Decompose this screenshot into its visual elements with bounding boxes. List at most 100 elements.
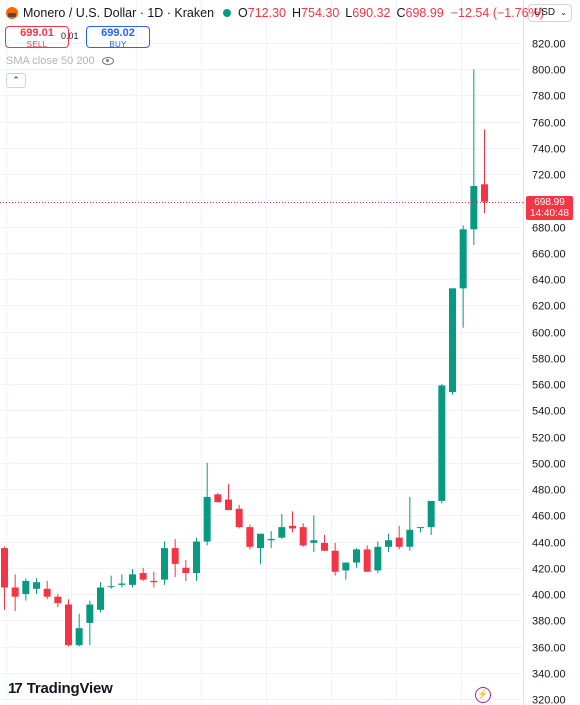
y-tick-label: 640.00 xyxy=(532,275,566,287)
chart-header: Monero / U.S. Dollar · 1D · Kraken O 712.… xyxy=(6,4,544,22)
y-tick-label: 680.00 xyxy=(532,223,566,235)
sell-button[interactable]: 699.01 SELL xyxy=(5,26,69,49)
spread-value: 0.01 xyxy=(61,31,79,41)
candle xyxy=(289,511,296,533)
price-change: −12.54 (−1.76%) xyxy=(450,6,544,20)
y-tick-label: 520.00 xyxy=(532,433,566,445)
candle-body xyxy=(139,573,147,580)
candle-body xyxy=(65,604,72,646)
sma-indicator[interactable]: SMA close 50 200 xyxy=(6,55,114,67)
candle xyxy=(310,515,318,553)
high-value: 754.30 xyxy=(301,6,340,20)
candle-body xyxy=(11,587,19,597)
candle xyxy=(22,578,30,601)
eye-icon[interactable] xyxy=(101,57,114,65)
candle xyxy=(363,545,371,572)
candle xyxy=(331,542,339,576)
candle-body xyxy=(246,527,254,547)
y-tick-label: 560.00 xyxy=(532,380,566,392)
currency-select[interactable]: USD ⌄ xyxy=(528,4,572,22)
symbol-title[interactable]: Monero / U.S. Dollar · 1D · Kraken xyxy=(23,6,215,20)
candle-body xyxy=(150,580,158,583)
y-tick-label: 440.00 xyxy=(532,538,566,550)
candle-body xyxy=(257,533,264,549)
candle xyxy=(257,533,264,564)
candle xyxy=(33,578,40,595)
candle xyxy=(385,533,392,553)
candle-body xyxy=(427,500,435,528)
candle-body xyxy=(342,562,350,571)
candle-body xyxy=(353,549,360,563)
sma-label: SMA close 50 200 xyxy=(6,55,95,67)
candle-body xyxy=(289,525,296,529)
buy-button[interactable]: 699.02 BUY xyxy=(86,26,150,49)
candle-body xyxy=(129,574,136,585)
candle-body xyxy=(75,628,83,646)
last-price-tag: 698.99 14:40:48 xyxy=(526,196,573,220)
candle-body xyxy=(1,548,8,588)
candle xyxy=(11,574,19,612)
candle-body xyxy=(193,541,200,574)
candle-body xyxy=(481,184,488,202)
candle-body xyxy=(438,385,446,501)
candle xyxy=(267,531,275,549)
price-axis: 320.00 340.00 360.00 380.00 400.00 420.00 440.… xyxy=(532,39,566,705)
candle xyxy=(54,594,62,608)
y-tick-label: 760.00 xyxy=(532,118,566,130)
candle-body xyxy=(203,496,211,542)
candle-body xyxy=(214,494,222,503)
chevron-down-icon: ⌄ xyxy=(560,8,567,17)
y-tick-label: 480.00 xyxy=(532,485,566,497)
candle xyxy=(107,575,115,589)
tradingview-logo-icon: 17 xyxy=(8,680,23,697)
candle-body xyxy=(54,596,62,604)
currency-label: USD xyxy=(534,7,556,18)
candle-body xyxy=(363,549,371,572)
candle xyxy=(214,493,222,503)
tradingview-logo[interactable]: 17 TradingView xyxy=(8,680,113,697)
candle xyxy=(278,514,286,539)
y-tick-label: 320.00 xyxy=(532,695,566,705)
candle xyxy=(321,535,328,551)
candle xyxy=(353,548,360,568)
candle xyxy=(129,569,136,588)
y-tick-label: 540.00 xyxy=(532,406,566,418)
candle-body xyxy=(235,508,243,528)
candle-body xyxy=(107,586,115,588)
candle xyxy=(1,546,8,610)
candle xyxy=(449,288,456,395)
candle xyxy=(150,571,158,588)
monero-logo-icon xyxy=(6,7,18,19)
candle-body xyxy=(161,548,168,580)
collapse-legend-button[interactable]: ⌃ xyxy=(6,73,26,88)
candle-body xyxy=(33,582,40,589)
brand-name: TradingView xyxy=(26,680,113,697)
candle-body xyxy=(278,527,286,538)
candle xyxy=(139,567,147,581)
candle-body xyxy=(182,567,190,574)
candle-body xyxy=(22,580,30,595)
y-tick-label: 360.00 xyxy=(532,643,566,655)
y-tick-label: 500.00 xyxy=(532,459,566,471)
y-tick-label: 340.00 xyxy=(532,669,566,681)
candle xyxy=(246,524,254,550)
candle xyxy=(459,225,467,328)
candle xyxy=(299,523,307,547)
y-tick-label: 820.00 xyxy=(532,39,566,51)
candle xyxy=(182,559,190,581)
y-tick-label: 460.00 xyxy=(532,511,566,523)
y-tick-label: 380.00 xyxy=(532,616,566,628)
candle xyxy=(438,384,446,504)
y-tick-label: 720.00 xyxy=(532,170,566,182)
candle-body xyxy=(118,583,126,585)
replay-icon[interactable]: ⚡ xyxy=(475,687,491,703)
candle-body xyxy=(310,540,318,543)
candle xyxy=(374,541,382,574)
candle xyxy=(427,500,435,535)
y-tick-label: 580.00 xyxy=(532,354,566,366)
low-value: 690.32 xyxy=(352,6,391,20)
bar-countdown: 14:40:48 xyxy=(530,208,569,219)
candle-body xyxy=(97,587,104,610)
candle-body xyxy=(225,499,232,511)
